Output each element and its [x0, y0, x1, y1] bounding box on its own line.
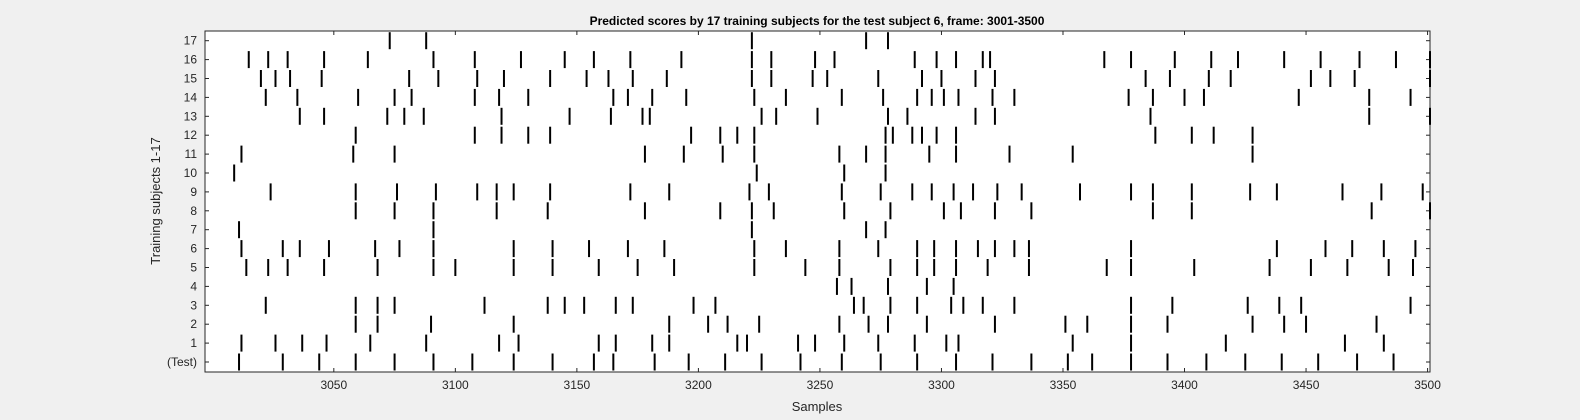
y-tick-label: 13: [184, 109, 198, 123]
y-tick-label: 5: [190, 261, 197, 275]
x-tick-label: 3050: [320, 378, 347, 392]
x-axis: 3050 3100 3150 3200 3250 3300 3350 3400 3450 3500: [320, 31, 1441, 392]
x-tick-label: 3300: [928, 378, 955, 392]
y-tick-label: 11: [185, 147, 198, 161]
y-tick-label: 1: [190, 336, 197, 350]
y-tick-label: 17: [184, 34, 198, 48]
y-tick-label: 3: [190, 298, 197, 312]
x-tick-label: 3500: [1414, 378, 1441, 392]
chart-title: Predicted scores by 17 training subjects…: [590, 14, 1045, 28]
x-tick-label: 3350: [1050, 378, 1077, 392]
raster-marks: [233, 32, 1431, 371]
x-tick-label: 3200: [685, 378, 712, 392]
x-tick-label: 3250: [807, 378, 834, 392]
y-tick-label: 14: [184, 90, 198, 104]
x-tick-label: 3100: [442, 378, 469, 392]
x-tick-label: 3400: [1171, 378, 1198, 392]
y-tick-label: 15: [184, 72, 198, 86]
y-tick-label: 6: [190, 242, 197, 256]
y-tick-label: 2: [190, 317, 197, 331]
y-tick-label: 4: [190, 279, 197, 293]
y-tick-label: 7: [190, 223, 197, 237]
y-tick-label: 10: [184, 166, 198, 180]
y-tick-label: (Test): [167, 355, 197, 369]
x-tick-label: 3450: [1293, 378, 1320, 392]
x-axis-label: Samples: [792, 399, 843, 414]
x-tick-label: 3150: [564, 378, 591, 392]
y-axis-label: Training subjects 1-17: [148, 137, 163, 264]
y-tick-label: 12: [184, 128, 198, 142]
y-tick-label: 8: [190, 204, 197, 218]
y-tick-label: 9: [190, 185, 197, 199]
plot-area: [204, 30, 1431, 373]
y-tick-label: 16: [184, 53, 198, 67]
